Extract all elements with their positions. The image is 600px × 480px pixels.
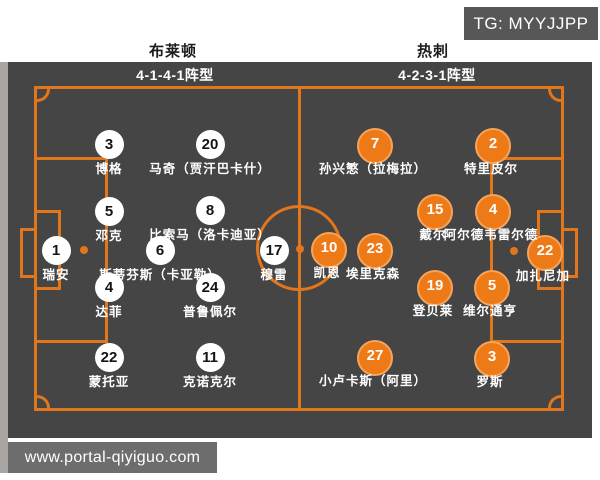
player-name-label-home-22: 蒙托亚 — [88, 375, 130, 389]
player-name-label-home-5: 邓克 — [95, 229, 123, 243]
player-name-label-home-1: 瑞安 — [42, 268, 70, 282]
player-marker-away-19: 19 — [417, 270, 453, 306]
corner-arc-bottom-left — [37, 395, 50, 408]
player-name-label-away-23: 埃里克森 — [345, 267, 400, 281]
home-team-name: 布莱顿 — [148, 43, 197, 60]
center-spot — [296, 245, 304, 253]
player-name-label-away-7: 孙兴慜（拉梅拉） — [318, 162, 427, 176]
player-name-label-home-4: 达菲 — [95, 305, 123, 319]
player-marker-away-5: 5 — [474, 270, 510, 306]
player-name-label-away-5: 维尔通亨 — [462, 304, 517, 318]
player-marker-home-8: 8 — [195, 195, 225, 225]
left-goal — [20, 228, 37, 278]
player-name-label-home-11: 克诺克尔 — [182, 375, 237, 389]
player-marker-home-24: 24 — [195, 272, 225, 302]
player-marker-away-23: 23 — [357, 233, 393, 269]
player-name-label-away-3: 罗斯 — [476, 375, 504, 389]
player-name-label-away-22: 加扎尼加 — [515, 269, 570, 283]
player-marker-home-3: 3 — [94, 129, 124, 159]
player-name-label-home-20: 马奇（贾汗巴卡什） — [149, 162, 271, 176]
player-marker-away-4: 4 — [475, 194, 511, 230]
player-name-label-away-27: 小卢卡斯（阿里） — [318, 374, 427, 388]
player-name-label-away-4: 阿尔德韦雷尔德 — [443, 228, 539, 242]
player-marker-home-1: 1 — [41, 235, 71, 265]
home-formation-label: 4-1-4-1阵型 — [136, 67, 214, 83]
player-name-label-home-6: 斯蒂芬斯（卡亚勒） — [99, 268, 221, 282]
player-marker-away-3: 3 — [474, 341, 510, 377]
right-penalty-spot — [510, 247, 518, 255]
player-name-label-away-2: 特里皮尔 — [463, 162, 518, 176]
corner-arc-bottom-right — [548, 395, 561, 408]
player-marker-away-10: 10 — [311, 232, 347, 268]
player-marker-away-15: 15 — [417, 194, 453, 230]
player-name-label-home-3: 博格 — [95, 162, 123, 176]
player-name-label-away-15: 戴尔 — [419, 228, 447, 242]
left-penalty-spot — [80, 246, 88, 254]
player-marker-home-5: 5 — [94, 196, 124, 226]
player-marker-away-22: 22 — [527, 235, 563, 271]
player-name-label-home-8: 比索马（洛卡迪亚） — [149, 228, 271, 242]
player-marker-home-17: 17 — [259, 235, 289, 265]
away-team-name: 热刺 — [416, 43, 449, 60]
player-name-label-away-10: 凯恩 — [313, 266, 341, 280]
player-name-label-home-24: 普鲁佩尔 — [182, 305, 237, 319]
watermark-url: www.portal-qiyiguo.com — [8, 442, 217, 473]
player-marker-away-2: 2 — [475, 128, 511, 164]
player-name-label-home-17: 穆雷 — [260, 268, 288, 282]
player-marker-home-11: 11 — [195, 342, 225, 372]
player-marker-away-7: 7 — [357, 128, 393, 164]
telegram-badge: TG: MYYJJPP — [464, 7, 598, 40]
corner-arc-top-right — [548, 89, 561, 102]
player-name-label-away-19: 登贝莱 — [412, 304, 454, 318]
player-marker-home-20: 20 — [195, 129, 225, 159]
away-formation-label: 4-2-3-1阵型 — [398, 67, 476, 83]
photo-edge-strip — [0, 62, 8, 473]
player-marker-home-22: 22 — [94, 342, 124, 372]
player-marker-home-4: 4 — [94, 272, 124, 302]
player-marker-home-6: 6 — [145, 235, 175, 265]
player-marker-away-27: 27 — [357, 340, 393, 376]
